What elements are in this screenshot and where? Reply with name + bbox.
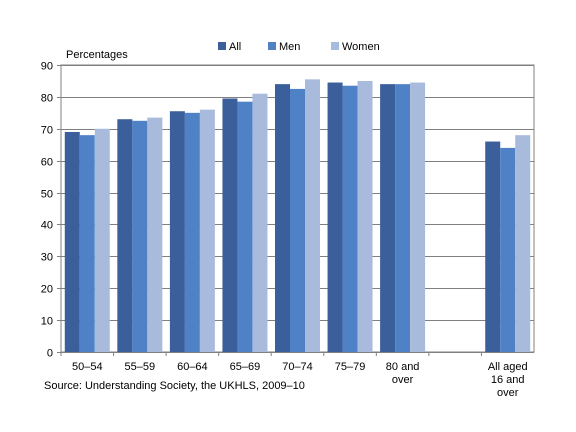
x-tick-label: over xyxy=(497,387,519,399)
bar-all xyxy=(275,84,290,352)
legend-swatch-men xyxy=(268,42,276,50)
y-tick-label: 50 xyxy=(41,189,53,201)
y-tick-label: 70 xyxy=(41,125,53,137)
bar-women xyxy=(147,117,163,352)
bar-women xyxy=(252,93,268,352)
source-note: Source: Understanding Society, the UKHLS… xyxy=(44,380,305,392)
y-tick-label: 30 xyxy=(41,252,53,264)
bar-all xyxy=(64,131,80,352)
x-tick-label: 75–79 xyxy=(335,361,366,373)
y-tick-label: 80 xyxy=(41,93,53,105)
y-tick-label: 40 xyxy=(41,220,53,232)
bar-women xyxy=(199,109,215,353)
legend-swatch-women xyxy=(331,42,339,50)
y-axis-label: Percentages xyxy=(66,49,128,61)
bar-all xyxy=(327,82,343,353)
bar-women xyxy=(94,128,110,352)
x-tick-label: 65–69 xyxy=(230,361,261,373)
bar-women xyxy=(515,135,531,352)
bar-men xyxy=(500,147,516,352)
x-tick-label: over xyxy=(392,374,414,386)
bar-men xyxy=(395,84,411,352)
legend-label-men: Men xyxy=(279,41,300,53)
bar-all xyxy=(485,141,501,352)
bar-all xyxy=(222,98,238,352)
bar-all xyxy=(380,84,396,352)
bar-men xyxy=(79,135,95,352)
x-tick-label: All aged xyxy=(488,361,528,373)
bar-men xyxy=(184,112,200,352)
legend-label-all: All xyxy=(229,41,241,53)
x-tick-label: 50–54 xyxy=(72,361,103,373)
bar-women xyxy=(410,82,426,353)
bar-all xyxy=(169,111,185,352)
bar-men xyxy=(342,85,358,352)
bar-women xyxy=(305,79,320,352)
x-tick-label: 16 and xyxy=(491,374,525,386)
y-tick-label: 20 xyxy=(41,284,53,296)
y-tick-label: 0 xyxy=(47,348,53,360)
bar-men xyxy=(290,88,305,353)
bar-women xyxy=(357,80,373,352)
bar-men xyxy=(132,120,148,352)
legend-label-women: Women xyxy=(342,41,380,53)
x-tick-label: 80 and xyxy=(386,361,420,373)
x-tick-label: 55–59 xyxy=(125,361,156,373)
bar-all xyxy=(117,119,133,352)
x-axis-labels: 50–54 55–59 60–64 65–69 70–74 75–79 80 andover… xyxy=(60,352,528,399)
y-tick-label: 90 xyxy=(41,61,53,73)
y-axis-ticks: 0 10 20 30 40 50 60 70 80 90 xyxy=(41,61,61,360)
legend: All Men Women xyxy=(218,41,380,53)
x-tick-label: 70–74 xyxy=(282,361,313,373)
y-tick-label: 10 xyxy=(41,316,53,328)
bars xyxy=(64,79,531,353)
x-tick-label: 60–64 xyxy=(177,361,208,373)
legend-swatch-all xyxy=(218,42,226,50)
bar-men xyxy=(237,101,253,352)
y-tick-label: 60 xyxy=(41,157,53,169)
